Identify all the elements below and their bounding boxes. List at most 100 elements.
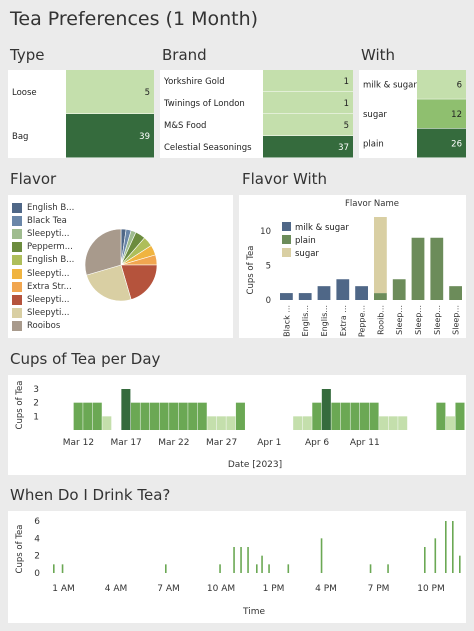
- y-tick-label: 6: [34, 517, 40, 527]
- x-tick-label: Rooib...: [376, 305, 385, 335]
- type-table: Loose 5 Bag 39: [8, 70, 154, 158]
- table-cell-value: 6: [457, 81, 462, 91]
- table-cell: [263, 136, 353, 158]
- time-bar: [445, 521, 447, 573]
- day-bar: [369, 402, 379, 430]
- time-bar: [268, 564, 270, 573]
- y-tick-label: 0: [34, 569, 40, 579]
- legend-swatch: [12, 321, 22, 332]
- time-bar: [61, 564, 64, 573]
- day-bar: [226, 416, 236, 430]
- legend-label: English B...: [27, 255, 75, 266]
- x-tick-label: Mar 27: [206, 438, 237, 448]
- x-tick-label: 1 AM: [52, 584, 75, 594]
- legend-label: plain: [295, 236, 316, 246]
- legend-swatch: [12, 242, 22, 253]
- x-axis-label: Time: [242, 607, 265, 617]
- bar-segment: [374, 293, 387, 300]
- table-cell: [66, 70, 154, 114]
- table-row-label: M&S Food: [164, 121, 206, 131]
- time-bar: [165, 564, 167, 573]
- table-cell-value: 39: [139, 132, 150, 142]
- legend-label: Sleepyti...: [27, 308, 70, 319]
- brand-table: Yorkshire Gold 1 Twinings of London 1 M&S Fo…: [160, 70, 353, 158]
- legend-swatch: [282, 248, 291, 257]
- bar-segment: [280, 293, 293, 300]
- legend-swatch: [282, 222, 291, 231]
- y-tick-label: 4: [34, 534, 40, 544]
- legend-item: Sleepyti...: [12, 267, 69, 280]
- brand-section-title: Brand: [162, 46, 207, 64]
- time-bar: [247, 547, 249, 573]
- x-tick-label: Black ...: [282, 305, 291, 337]
- y-tick-label: 10: [260, 227, 271, 237]
- when-panel: Cups of Tea 0 2 4 6 1 AM 4 AM 7 AM 10 AM 1 PM 4 PM…: [8, 511, 466, 623]
- day-bar: [340, 402, 350, 430]
- x-tick-label: Apr 11: [350, 438, 380, 448]
- table-cell: [417, 70, 466, 99]
- y-axis-label: Cups of Tea: [246, 246, 256, 295]
- table-cell-value: 5: [344, 121, 349, 131]
- table-cell-value: 1: [344, 77, 349, 87]
- day-bar: [121, 389, 131, 430]
- day-bar: [436, 402, 446, 430]
- time-bar: [434, 538, 437, 573]
- legend-label: Sleepyti...: [27, 268, 70, 279]
- table-cell: [66, 114, 154, 158]
- legend-item: Rooibos: [12, 320, 60, 333]
- legend-label: Black Tea: [27, 215, 67, 226]
- legend-item: Black Tea: [12, 214, 67, 227]
- day-bar: [350, 402, 360, 430]
- bar-segment: [298, 293, 312, 300]
- legend-swatch: [12, 255, 22, 266]
- table-row-label: plain: [363, 139, 384, 149]
- day-bar: [216, 416, 226, 430]
- x-tick-label: 7 AM: [157, 584, 180, 594]
- bar-segment: [411, 237, 425, 300]
- day-bar: [331, 402, 341, 430]
- day-bar: [235, 402, 245, 430]
- x-tick-label: Englis...: [320, 305, 329, 336]
- flavor-with-panel: Flavor Name Cups of Tea 0 5 10 Black ... Engli…: [239, 195, 466, 338]
- pie-slice: [84, 228, 122, 276]
- flavor-with-section-title: Flavor With: [242, 170, 328, 188]
- day-bar: [302, 416, 312, 430]
- with-table: milk & sugar 6 sugar 12 plain 26: [359, 70, 466, 158]
- time-bar: [452, 521, 454, 573]
- day-bar: [102, 416, 112, 430]
- flavor-pie-panel: English B... Black Tea Sleepyti... Pepperm.…: [8, 195, 233, 338]
- legend-label: sugar: [295, 249, 319, 259]
- bar-segment: [317, 286, 331, 300]
- legend-label: English B...: [27, 202, 75, 213]
- y-tick-label: 2: [33, 399, 39, 409]
- x-axis-label: Date [2023]: [228, 460, 282, 470]
- pie-slice: [120, 264, 158, 300]
- table-cell-value: 1: [344, 99, 349, 109]
- legend-item: English B...: [12, 254, 74, 267]
- day-bar: [188, 402, 198, 430]
- x-tick-label: Sleep...: [395, 305, 404, 335]
- legend-label: Pepperm...: [27, 242, 73, 253]
- table-cell-value: 12: [451, 110, 462, 120]
- x-tick-label: 4 AM: [105, 584, 128, 594]
- y-axis-label: Cups of Tea: [15, 525, 25, 574]
- table-row-label: sugar: [363, 110, 387, 120]
- day-bar: [178, 402, 188, 430]
- table-cell: [417, 128, 466, 158]
- day-bar: [92, 402, 102, 430]
- legend-swatch: [12, 308, 22, 319]
- x-tick-label: Sleep...: [452, 305, 461, 335]
- x-tick-label: Sleep...: [414, 305, 423, 335]
- day-bar: [388, 416, 398, 430]
- day-bar: [83, 402, 93, 430]
- when-section-title: When Do I Drink Tea?: [10, 486, 171, 504]
- time-bar: [233, 547, 235, 573]
- x-tick-label: Extra ...: [339, 305, 348, 336]
- table-cell-value: 37: [338, 143, 349, 153]
- day-bar: [150, 402, 160, 430]
- table-row-label: Loose: [12, 88, 37, 98]
- legend-swatch: [12, 215, 22, 226]
- legend-swatch: [12, 294, 22, 305]
- day-bar: [207, 416, 217, 430]
- with-section-title: With: [361, 46, 396, 64]
